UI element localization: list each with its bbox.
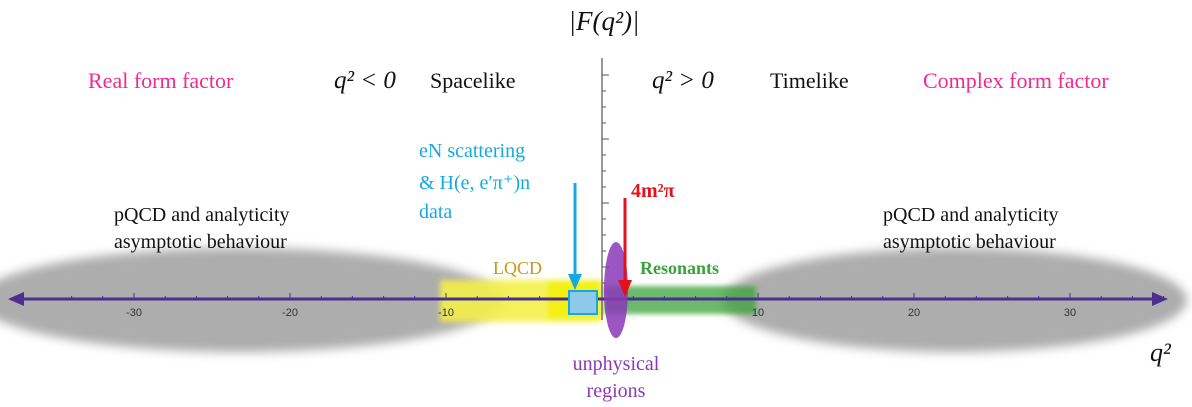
- axis-tick-label: 30: [1064, 307, 1076, 319]
- threshold-label: 4m²π: [631, 180, 675, 202]
- resonants-label: Resonants: [640, 258, 719, 278]
- timelike-condition: q² > 0: [652, 67, 714, 94]
- unphysical-region-ellipse: [604, 242, 628, 338]
- threshold-arrowhead: [618, 280, 632, 297]
- real-form-factor-label: Real form factor: [88, 68, 234, 93]
- axis-tick-label: -30: [126, 307, 142, 319]
- axis-tick-label: -10: [438, 307, 454, 319]
- scattering-data-box: [568, 290, 598, 315]
- left-pqcd-line1: pQCD and analyticity: [114, 204, 290, 226]
- vertical-axis-ticks: [602, 74, 609, 284]
- lqcd-label: LQCD: [493, 258, 542, 278]
- scattering-label-line2: & H(e, e′π⁺)n: [419, 172, 530, 194]
- horizontal-axis-tick-labels: -30 -20 -10 10 20 30: [126, 307, 1076, 319]
- complex-form-factor-label: Complex form factor: [923, 68, 1109, 93]
- unphysical-label-line1: unphysical: [573, 353, 660, 375]
- left-pqcd-line2: asymptotic behaviour: [114, 231, 287, 253]
- axis-right-arrowhead: [1152, 292, 1168, 306]
- axis-tick-label: 20: [908, 307, 920, 319]
- vertical-axis-title: |F(q²)|: [569, 6, 640, 36]
- axis-tick-label: -20: [282, 307, 298, 319]
- horizontal-axis-variable: q²: [1150, 338, 1172, 367]
- scattering-label-line3: data: [419, 201, 452, 223]
- scattering-arrowhead: [568, 274, 582, 290]
- spacelike-label: Spacelike: [430, 68, 516, 93]
- spacelike-condition: q² < 0: [334, 67, 396, 94]
- right-pqcd-line1: pQCD and analyticity: [883, 204, 1059, 226]
- unphysical-label-line2: regions: [587, 380, 646, 402]
- axis-left-arrowhead: [8, 292, 24, 306]
- timelike-label: Timelike: [770, 68, 849, 93]
- right-pqcd-line2: asymptotic behaviour: [883, 231, 1056, 253]
- scattering-label-line1: eN scattering: [419, 140, 525, 162]
- axis-tick-label: 10: [752, 307, 764, 319]
